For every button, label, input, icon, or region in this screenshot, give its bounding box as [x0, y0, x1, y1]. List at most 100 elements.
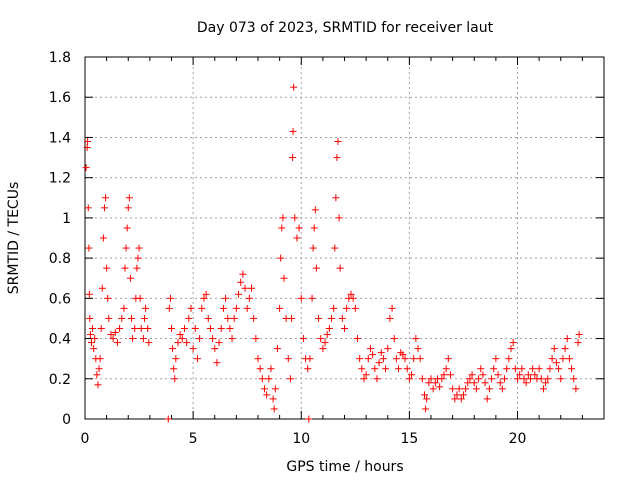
data-point: [312, 264, 320, 272]
data-point: [85, 244, 93, 252]
data-point: [97, 325, 105, 332]
data-point: [483, 395, 491, 403]
data-point: [494, 371, 502, 379]
data-point: [542, 379, 550, 387]
data-point: [334, 137, 342, 145]
x-tick-label: 10: [292, 431, 310, 447]
data-point: [341, 325, 348, 332]
data-point: [86, 314, 94, 322]
data-point: [455, 385, 463, 393]
data-point: [353, 335, 361, 343]
y-tick-label: 1.6: [49, 90, 71, 106]
data-point: [349, 294, 357, 302]
data-point: [102, 194, 110, 202]
data-point: [273, 345, 281, 353]
data-point: [84, 137, 92, 145]
data-point: [248, 284, 256, 292]
data-point: [85, 290, 93, 298]
data-point: [466, 375, 474, 383]
y-tick-label: 0.4: [49, 332, 71, 348]
data-point: [176, 331, 184, 339]
data-point: [295, 224, 303, 232]
data-point: [537, 375, 545, 383]
data-point: [121, 264, 129, 272]
data-point: [134, 254, 142, 262]
axis-ticks: [84, 56, 604, 420]
data-point: [561, 345, 569, 353]
data-point: [200, 294, 208, 302]
data-point: [338, 314, 346, 322]
data-point: [449, 385, 457, 393]
data-point: [386, 314, 394, 322]
data-point: [304, 365, 312, 373]
data-point: [347, 290, 355, 298]
data-point: [189, 345, 197, 353]
data-point: [99, 234, 107, 242]
data-point: [137, 325, 145, 332]
data-point: [328, 314, 336, 322]
data-point: [539, 385, 547, 393]
data-point: [444, 355, 452, 363]
data-point: [140, 314, 148, 322]
data-point: [89, 325, 97, 332]
data-point: [82, 164, 90, 172]
data-point: [306, 355, 314, 363]
data-point: [284, 355, 292, 363]
data-point: [228, 335, 236, 343]
data-point: [219, 304, 227, 312]
data-point: [472, 385, 480, 393]
data-point: [224, 314, 232, 322]
data-point: [269, 395, 277, 403]
data-point: [127, 314, 135, 322]
data-point: [91, 335, 99, 343]
data-point: [237, 278, 245, 286]
data-point: [526, 375, 534, 383]
data-point: [311, 206, 319, 214]
data-point: [336, 264, 344, 272]
data-point: [83, 144, 91, 151]
data-point: [217, 325, 225, 332]
data-point: [485, 385, 493, 393]
data-point: [239, 270, 247, 278]
data-point: [503, 365, 511, 373]
data-point: [124, 204, 132, 212]
data-point: [364, 355, 372, 363]
x-axis-label: GPS time / hours: [286, 459, 403, 475]
plot-frame: [84, 56, 605, 420]
data-point: [462, 385, 470, 393]
data-point: [293, 234, 301, 242]
data-point: [139, 335, 147, 343]
data-point: [265, 375, 273, 383]
data-point: [100, 204, 108, 212]
data-point: [308, 294, 316, 302]
data-points: [82, 83, 583, 423]
data-point: [254, 355, 262, 363]
data-point: [331, 244, 339, 252]
data-point: [104, 294, 112, 302]
data-point: [142, 304, 150, 312]
data-point: [317, 335, 325, 343]
data-point: [191, 325, 199, 332]
tick-labels: 0 0.2 0.4 0.6 0.8 1 1.2 1.4 1.6 1.8 0 5 10 15 20: [49, 50, 527, 447]
data-point: [390, 335, 398, 343]
data-point: [90, 345, 98, 353]
data-point: [183, 339, 191, 347]
data-point: [440, 371, 448, 379]
data-point: [332, 194, 340, 202]
data-point: [377, 349, 385, 357]
data-point: [423, 395, 431, 403]
data-point: [544, 375, 552, 383]
data-point: [133, 264, 141, 272]
data-point: [232, 304, 240, 312]
data-point: [333, 154, 341, 162]
data-point: [136, 294, 144, 302]
data-point: [442, 365, 450, 373]
data-point: [470, 379, 478, 387]
data-point: [120, 304, 128, 312]
data-point: [384, 345, 392, 353]
data-point: [166, 294, 174, 302]
data-point: [174, 339, 182, 347]
data-point: [555, 365, 563, 373]
data-point: [557, 375, 565, 383]
data-point: [98, 284, 106, 292]
